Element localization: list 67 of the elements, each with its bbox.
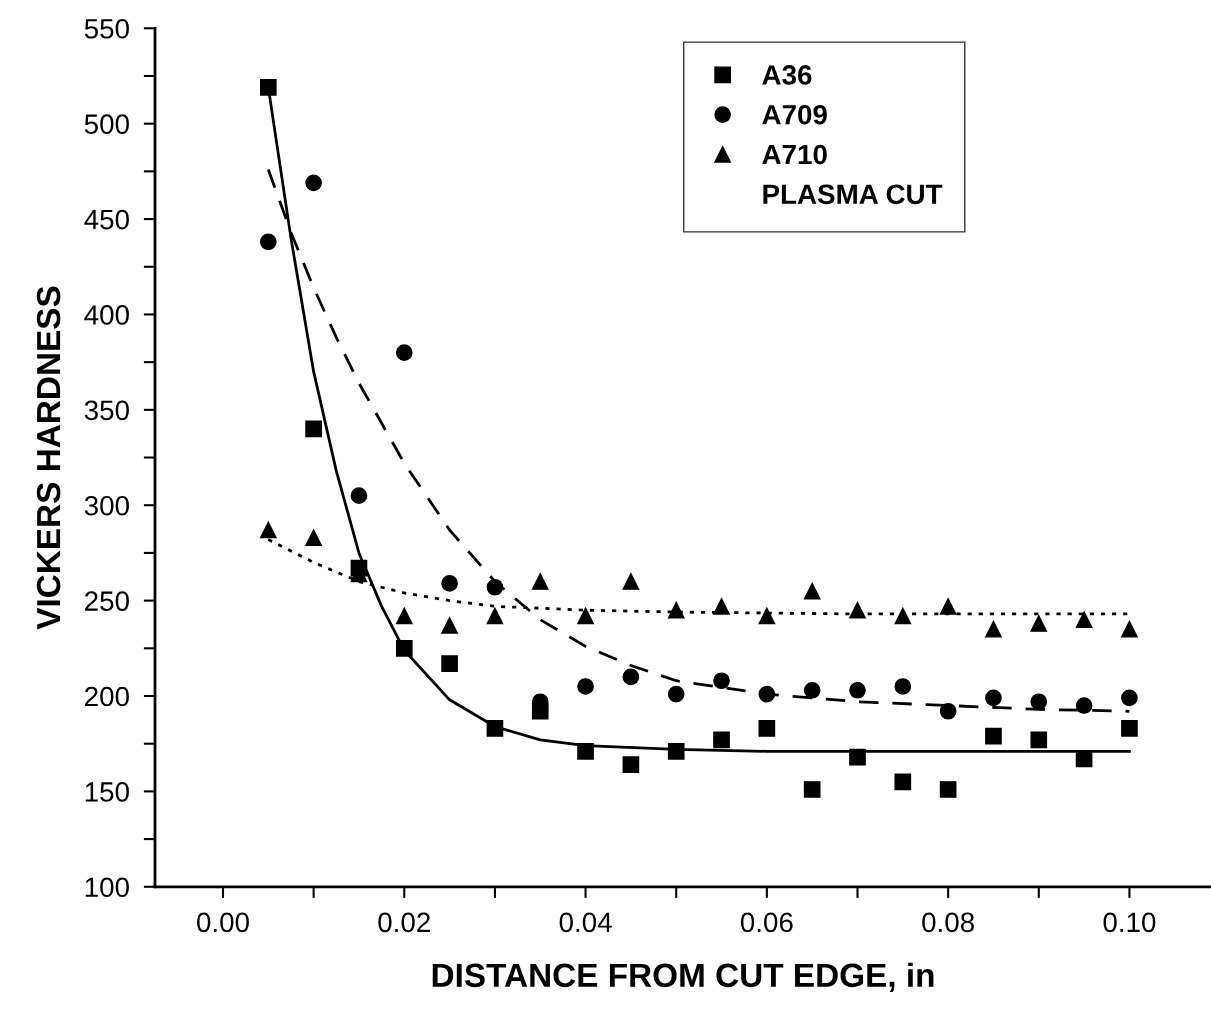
point [350,487,368,505]
point [1075,697,1093,714]
point [849,681,866,699]
point [305,529,322,546]
point [622,756,640,774]
point [939,702,957,720]
legend-label: A709 [762,104,827,125]
point [577,678,594,695]
point [894,773,912,791]
point [395,344,413,361]
point [803,781,821,798]
point [1075,611,1093,629]
point [259,79,277,96]
y-tick-label: 200 [85,686,129,707]
point [939,598,957,615]
x-tick-label: 0.06 [740,912,793,933]
point [531,573,549,590]
x-tick-label: 0.10 [1103,912,1156,933]
x-axis-title: DISTANCE FROM CUT EDGE, in [432,962,934,992]
legend-label: A710 [762,144,827,165]
point [939,781,957,798]
point [758,607,776,625]
point [1030,731,1048,749]
point [1121,689,1138,707]
point [713,672,730,690]
y-tick-label: 300 [84,495,129,516]
y-tick-label: 550 [84,18,129,39]
point [803,681,821,699]
y-tick-label: 250 [85,591,129,611]
point [577,607,594,625]
x-tick-label: 0.04 [559,912,612,933]
point [441,617,458,634]
point [713,731,730,749]
point [1030,615,1048,632]
point [713,598,730,615]
point [305,174,322,192]
y-tick-label: 350 [84,400,129,421]
point [758,720,776,737]
point [441,655,458,672]
point [259,521,277,539]
point [1121,620,1138,638]
y-tick-label: 400 [84,305,129,325]
point [259,233,277,251]
point [622,573,640,590]
x-tick-label: 0.00 [197,912,249,933]
point [667,685,685,703]
annotation: PLASMA CUT [763,184,943,205]
y-tick-label: 100 [85,877,129,898]
y-tick-label: 150 [85,782,129,802]
point [985,689,1002,707]
point [622,668,640,686]
y-tick-label: 500 [84,114,129,135]
y-axis-title: VICKERS HARDNESS [36,286,61,630]
point [395,607,413,625]
point [305,420,322,438]
point [894,678,912,695]
point [985,727,1002,745]
point [803,582,821,600]
point [441,575,458,592]
x-tick-label: 0.02 [378,912,430,933]
point [486,607,504,625]
point [985,620,1002,638]
x-tick-label: 0.08 [922,912,974,933]
point [1121,720,1138,737]
y-tick-label: 450 [84,209,129,230]
legend-label: A36 [762,65,812,85]
point [894,607,912,625]
